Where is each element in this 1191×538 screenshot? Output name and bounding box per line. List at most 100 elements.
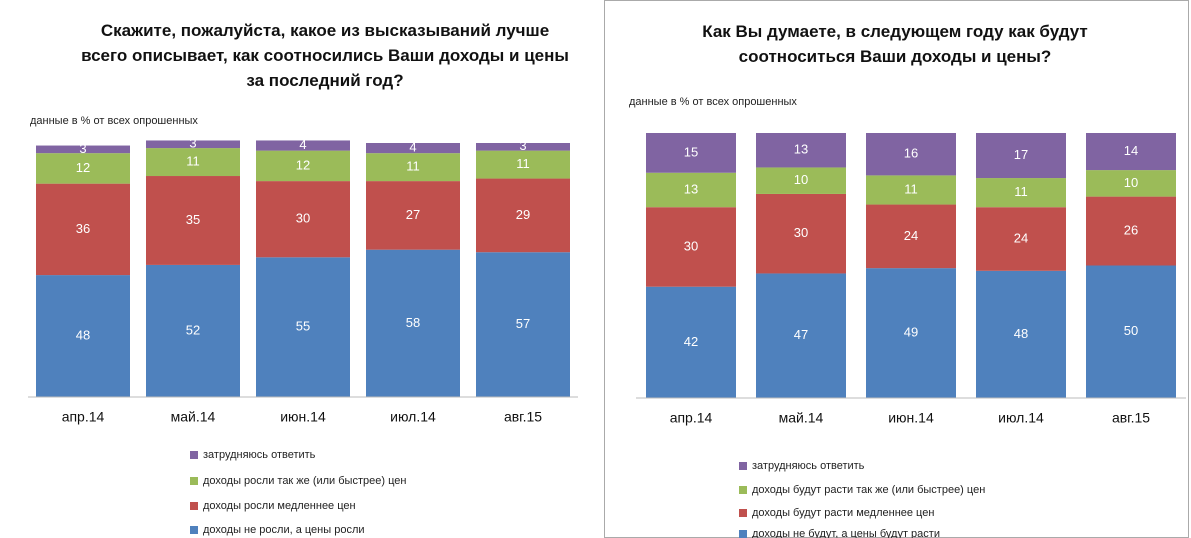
legend-swatch <box>739 530 747 538</box>
bar-segment <box>256 140 350 151</box>
x-tick-label: май.14 <box>779 410 824 426</box>
x-tick-label: апр.14 <box>670 410 713 426</box>
bar-segment <box>36 153 130 184</box>
value-label: 24 <box>1014 230 1028 245</box>
chart-title: Скажите, пожалуйста, какое из высказыван… <box>81 21 569 90</box>
legend-label: доходы будут расти так же (или быстрее) … <box>752 484 985 496</box>
value-label: 11 <box>186 153 200 168</box>
value-label: 4 <box>409 140 416 155</box>
bar-segment <box>976 133 1066 179</box>
value-label: 12 <box>76 160 90 175</box>
value-label: 30 <box>296 211 310 226</box>
bar-segment <box>756 193 846 274</box>
bar-segment <box>256 150 350 182</box>
bar-segment <box>866 204 956 269</box>
value-label: 48 <box>1014 326 1028 341</box>
legend-swatch <box>190 502 198 510</box>
value-label: 11 <box>904 181 918 196</box>
x-tick-label: авг.15 <box>1112 410 1150 426</box>
value-label: 3 <box>189 136 196 151</box>
bar-segment <box>976 178 1066 208</box>
bar-segment <box>366 181 460 250</box>
value-label: 50 <box>1124 323 1138 338</box>
value-label: 11 <box>1014 184 1028 199</box>
legend-swatch <box>739 509 747 517</box>
bar-segment <box>1086 265 1176 398</box>
chart-subtitle: данные в % от всех опрошенных <box>30 115 198 127</box>
bar-segment <box>866 268 956 398</box>
value-label: 14 <box>1124 143 1138 158</box>
legend-label: доходы росли медленнее цен <box>203 500 356 512</box>
legend-label: затрудняюсь ответить <box>203 449 316 461</box>
legend-label: затрудняюсь ответить <box>752 460 865 472</box>
bar-segment <box>476 143 570 151</box>
bar-segment <box>256 257 350 397</box>
bar-segment <box>366 143 460 154</box>
bar-segment <box>146 264 240 397</box>
value-label: 36 <box>76 221 90 236</box>
bar-segment <box>146 148 240 177</box>
x-tick-label: июн.14 <box>888 410 934 426</box>
value-label: 48 <box>76 327 90 342</box>
legend-swatch <box>739 486 747 494</box>
bar-segment <box>756 133 846 168</box>
chart: 42 30 13 15 апр.14 47 30 10 13 май.14 49 24 11 16 июн.… <box>636 133 1186 538</box>
value-label: 12 <box>296 157 310 172</box>
value-label: 13 <box>684 181 698 196</box>
legend-label: доходы росли так же (или быстрее) цен <box>203 475 406 487</box>
legend-swatch <box>190 477 198 485</box>
value-label: 27 <box>406 207 420 222</box>
value-label: 58 <box>406 315 420 330</box>
value-label: 4 <box>299 137 306 152</box>
bar-segment <box>366 153 460 182</box>
bar-segment <box>476 178 570 253</box>
chart: 48 36 12 3 апр.14 52 35 11 3 май.14 55 30 12 4 июн.14 5… <box>28 136 578 536</box>
legend-swatch <box>190 526 198 534</box>
chart-panel: 48 36 12 3 апр.14 52 35 11 3 май.14 55 30 12 4 июн.14 5… <box>0 0 584 538</box>
bar-segment <box>1086 196 1176 266</box>
legend-swatch <box>190 451 198 459</box>
bar-segment <box>36 145 130 154</box>
legend-label: доходы не будут, а цены будут расти <box>752 528 940 538</box>
bar-segment <box>256 181 350 258</box>
bar-segment <box>866 133 956 176</box>
x-tick-label: июл.14 <box>390 409 436 425</box>
legend-label: доходы будут расти медленнее цен <box>752 507 934 519</box>
x-tick-label: июн.14 <box>280 409 326 425</box>
bar-segment <box>146 176 240 265</box>
x-tick-label: апр.14 <box>62 409 105 425</box>
chart-subtitle: данные в % от всех опрошенных <box>629 96 797 108</box>
x-tick-label: авг.15 <box>504 409 542 425</box>
value-label: 29 <box>516 207 530 222</box>
value-label: 55 <box>296 319 310 334</box>
x-tick-label: май.14 <box>171 409 216 425</box>
legend-label: доходы не росли, а цены росли <box>203 524 365 536</box>
value-label: 49 <box>904 325 918 340</box>
value-label: 35 <box>186 212 200 227</box>
value-label: 30 <box>794 225 808 240</box>
bar-segment <box>146 140 240 149</box>
bar-segment <box>866 175 956 205</box>
value-label: 11 <box>516 156 530 171</box>
bar-segment <box>36 275 130 397</box>
bar-segment <box>646 133 736 173</box>
bar-segment <box>646 172 736 208</box>
bar-segment <box>366 249 460 397</box>
bar-segment <box>476 150 570 179</box>
value-label: 11 <box>406 159 420 174</box>
x-tick-label: июл.14 <box>998 410 1044 426</box>
bar-segment <box>646 207 736 287</box>
value-label: 3 <box>79 141 86 156</box>
chart-title: Как Вы думаете, в следующем году как буд… <box>702 22 1088 66</box>
value-label: 24 <box>904 228 918 243</box>
bar-segment <box>976 270 1066 398</box>
chart-panel: 42 30 13 15 апр.14 47 30 10 13 май.14 49 24 11 16 июн.… <box>604 0 1189 538</box>
value-label: 26 <box>1124 222 1138 237</box>
bar-segment <box>1086 170 1176 197</box>
value-label: 15 <box>684 144 698 159</box>
bar-segment <box>646 286 736 398</box>
value-label: 30 <box>684 238 698 253</box>
value-label: 47 <box>794 327 808 342</box>
value-label: 17 <box>1014 147 1028 162</box>
bar-segment <box>476 252 570 397</box>
